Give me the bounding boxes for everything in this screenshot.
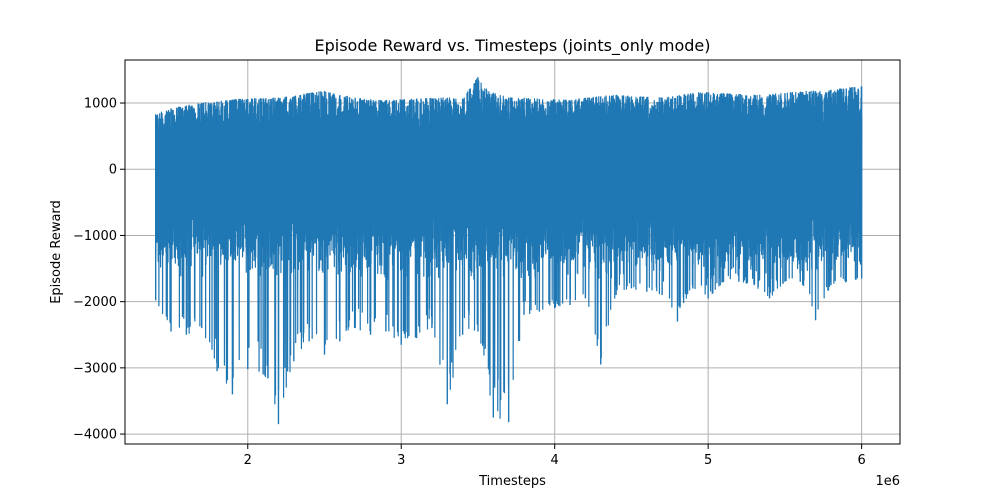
y-tick-label: 0 xyxy=(109,163,117,178)
y-tick-label: −3000 xyxy=(73,361,117,376)
plot-frame xyxy=(124,59,901,445)
x-tick-label: 2 xyxy=(244,453,252,468)
y-tick-label: −4000 xyxy=(73,428,117,443)
reward-series xyxy=(154,77,863,425)
y-axis-label: Episode Reward xyxy=(49,200,64,304)
x-tick-label: 6 xyxy=(857,453,865,468)
x-tick-label: 3 xyxy=(397,453,405,468)
x-tick-label: 4 xyxy=(551,453,559,468)
axis-ticks: 2 3 4 5 6 1000 0 −1000 −2000 −3000 −4000 xyxy=(73,97,866,468)
y-tick-label: 1000 xyxy=(84,97,117,112)
chart-title: Episode Reward vs. Timesteps (joints_onl… xyxy=(315,36,711,56)
x-axis-label: Timesteps xyxy=(478,474,546,489)
x-axis-offset-label: 1e6 xyxy=(875,474,900,489)
x-tick-label: 5 xyxy=(704,453,712,468)
y-tick-label: −1000 xyxy=(73,229,117,244)
y-tick-label: −2000 xyxy=(73,295,117,310)
